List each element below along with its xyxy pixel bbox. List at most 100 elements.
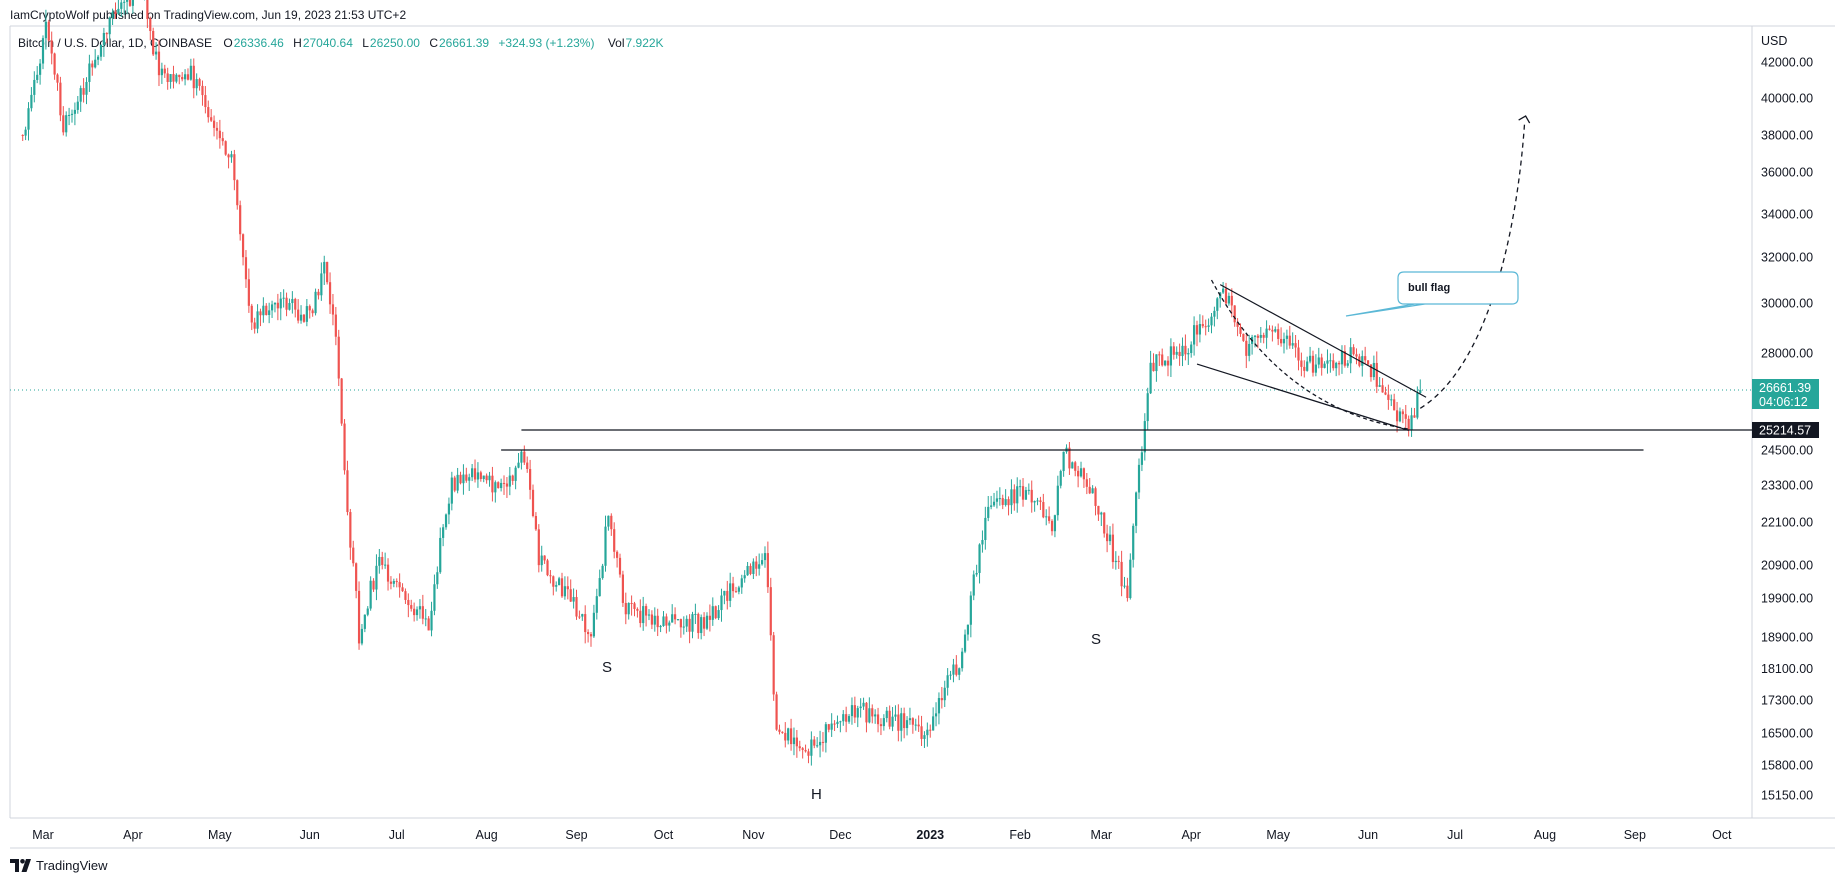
candle: [444, 513, 448, 530]
candle: [473, 459, 477, 483]
candle: [36, 66, 39, 84]
candle: [845, 706, 848, 733]
candle: [763, 546, 767, 568]
candle: [308, 304, 311, 319]
candle: [355, 562, 358, 599]
candle: [1132, 523, 1135, 568]
time-tick-label: Sep: [565, 828, 587, 842]
price-tick-label: 23300.00: [1761, 479, 1813, 493]
line-price-value: 25214.57: [1759, 424, 1811, 438]
projection-dashed-curve[interactable]: [1419, 122, 1526, 409]
candle: [566, 576, 569, 600]
candle: [839, 720, 842, 733]
candle: [659, 624, 662, 633]
candle: [476, 462, 480, 488]
candle: [1126, 577, 1129, 602]
candle: [1021, 478, 1025, 507]
candle: [285, 292, 288, 317]
candle: [181, 72, 184, 82]
candle: [131, 0, 134, 14]
candle: [453, 475, 456, 493]
candlestick-series: [21, 0, 1422, 766]
candle: [1100, 511, 1103, 526]
candle: [804, 744, 807, 753]
candle: [427, 616, 430, 631]
candle: [299, 305, 303, 324]
candle: [726, 580, 729, 610]
time-tick-label: Jul: [1447, 828, 1463, 842]
price-tick-label: 22100.00: [1761, 516, 1813, 530]
candle: [862, 697, 865, 710]
candle: [598, 569, 601, 597]
candle: [297, 299, 300, 324]
candle: [966, 624, 970, 641]
candle: [381, 551, 384, 570]
candle: [146, 0, 149, 29]
candle: [340, 377, 343, 426]
candle: [1048, 506, 1051, 524]
candle: [1265, 320, 1268, 349]
candle: [230, 150, 233, 163]
candle: [314, 288, 317, 316]
candle: [1346, 360, 1349, 368]
candle: [624, 592, 627, 625]
candle: [1326, 349, 1329, 374]
candle: [537, 524, 540, 573]
candle: [1042, 493, 1045, 519]
candle: [1033, 500, 1036, 512]
time-tick-label: May: [1266, 828, 1290, 842]
candle: [987, 496, 990, 522]
candle: [758, 553, 761, 576]
candle: [94, 49, 97, 69]
candle: [1308, 346, 1312, 364]
candle: [781, 731, 784, 734]
candle: [1016, 477, 1019, 513]
candle: [218, 119, 221, 149]
candle: [128, 0, 132, 7]
candle: [76, 96, 79, 114]
tradingview-brand[interactable]: TradingView: [10, 858, 108, 873]
candle: [1323, 361, 1326, 369]
candle: [91, 60, 94, 76]
candle: [204, 86, 207, 114]
candle: [1401, 409, 1404, 424]
candle: [871, 704, 874, 724]
candle: [497, 481, 500, 489]
candle: [1024, 486, 1028, 500]
candle: [488, 471, 491, 487]
candle: [1007, 496, 1010, 516]
candle: [734, 586, 738, 593]
candle: [149, 16, 152, 41]
candle: [792, 727, 796, 756]
candle: [963, 629, 967, 654]
candle: [166, 67, 169, 90]
candle: [816, 737, 819, 748]
candle: [384, 552, 387, 569]
time-tick-label: Dec: [829, 828, 851, 842]
bull-flag-callout[interactable]: bull flag: [1345, 271, 1519, 317]
candle: [41, 35, 45, 70]
candle: [433, 574, 436, 616]
candle: [900, 707, 903, 742]
candle: [114, 2, 117, 19]
flag-upper-trendline[interactable]: [1219, 284, 1427, 398]
candle: [160, 62, 163, 84]
candle: [604, 515, 607, 572]
candle: [1169, 338, 1173, 378]
price-tick-label: 15800.00: [1761, 759, 1813, 773]
candle: [1178, 343, 1181, 366]
price-tick-label: 24500.00: [1761, 444, 1813, 458]
flag-dashed-curve[interactable]: [1210, 279, 1409, 430]
symbol-name[interactable]: Bitcoin / U.S. Dollar, 1D, COINBASE: [18, 36, 213, 50]
candle: [1314, 354, 1317, 377]
candle: [775, 691, 778, 731]
candle: [671, 604, 674, 623]
flag-lower-trendline[interactable]: [1196, 363, 1409, 431]
candle: [1279, 327, 1283, 347]
candle: [546, 558, 549, 577]
candle: [317, 288, 320, 300]
candle: [563, 576, 567, 600]
candle: [911, 717, 914, 734]
candle: [349, 508, 352, 560]
